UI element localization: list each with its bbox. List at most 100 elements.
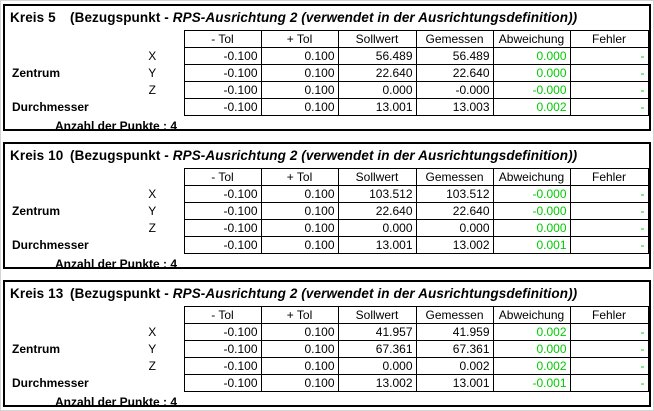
- row-axis-label: Z: [148, 83, 156, 97]
- cell-plus-tol: 0.100: [260, 202, 339, 220]
- cell-error: -: [569, 236, 649, 254]
- cell-minus-tol: -0.100: [183, 340, 262, 358]
- cell-deviation: 0.000: [492, 64, 571, 82]
- col-header-plus-tol: + Tol: [260, 30, 339, 48]
- col-header-measured: Gemessen: [415, 30, 494, 48]
- measurement-table: - Tol + Tol Sollwert Gemessen Abweichung…: [6, 168, 649, 254]
- feature-title: Kreis 13 (Bezugspunkt - RPS-Ausrichtung 2…: [5, 282, 649, 306]
- row-axis-label: X: [148, 325, 157, 339]
- table-row-x: X -0.100 0.100 103.512 103.512 -0.000 -: [6, 185, 649, 203]
- col-header-error: Fehler: [569, 306, 649, 324]
- table-row-x: X -0.100 0.100 41.957 41.959 0.002 -: [6, 323, 649, 341]
- feature-block-kreis-5: Kreis 5 (Bezugspunkt - RPS-Ausrichtung 2 …: [3, 4, 651, 131]
- cell-plus-tol: 0.100: [260, 340, 339, 358]
- feature-subtitle-italic: RPS-Ausrichtung 2 (verwendet in der Ausr…: [172, 10, 578, 25]
- cell-plus-tol: 0.100: [260, 47, 339, 65]
- feature-name: Kreis 10: [10, 148, 64, 163]
- col-header-nominal: Sollwert: [337, 306, 417, 324]
- col-header-minus-tol: - Tol: [183, 168, 262, 186]
- cell-deviation: 0.002: [492, 323, 571, 341]
- table-row-z: Z -0.100 0.100 0.000 0.002 0.002 -: [6, 357, 649, 375]
- cell-minus-tol: -0.100: [183, 236, 262, 254]
- cell-nominal: 22.640: [337, 64, 417, 82]
- feature-block-kreis-13: Kreis 13 (Bezugspunkt - RPS-Ausrichtung 2…: [3, 280, 651, 407]
- col-header-measured: Gemessen: [415, 306, 494, 324]
- cell-deviation: -0.000: [492, 185, 571, 203]
- point-count-value: 4: [170, 257, 178, 269]
- measurement-table: - Tol + Tol Sollwert Gemessen Abweichung…: [6, 30, 649, 116]
- col-header-deviation: Abweichung: [492, 168, 571, 186]
- group-label-diameter: Durchmesser: [12, 376, 89, 390]
- cell-deviation: 0.000: [492, 47, 571, 65]
- feature-subtitle-italic: RPS-Ausrichtung 2 (verwendet in der Ausr…: [172, 286, 578, 301]
- cell-minus-tol: -0.100: [183, 357, 262, 375]
- feature-title: Kreis 10 (Bezugspunkt - RPS-Ausrichtung 2…: [5, 144, 649, 168]
- table-header-row: - Tol + Tol Sollwert Gemessen Abweichung…: [6, 168, 649, 186]
- table-row-diameter: Durchmesser -0.100 0.100 13.001 13.002 0…: [6, 236, 649, 254]
- table-row-x: X -0.100 0.100 56.489 56.489 0.000 -: [6, 47, 649, 65]
- feature-title: Kreis 5 (Bezugspunkt - RPS-Ausrichtung 2 …: [5, 6, 649, 30]
- col-header-minus-tol: - Tol: [183, 306, 262, 324]
- table-row-diameter: Durchmesser -0.100 0.100 13.001 13.003 0…: [6, 98, 649, 116]
- feature-subtitle-plain: (Bezugspunkt -: [70, 10, 173, 25]
- cell-error: -: [569, 323, 649, 341]
- table-row-z: Z -0.100 0.100 0.000 0.000 0.000 -: [6, 219, 649, 237]
- cell-measured: 22.640: [415, 202, 494, 220]
- col-header-nominal: Sollwert: [337, 30, 417, 48]
- cell-deviation: 0.000: [492, 340, 571, 358]
- cell-minus-tol: -0.100: [183, 323, 262, 341]
- cell-deviation: 0.002: [492, 357, 571, 375]
- cell-minus-tol: -0.100: [183, 64, 262, 82]
- cell-plus-tol: 0.100: [260, 323, 339, 341]
- cell-error: -: [569, 81, 649, 99]
- table-row-y: Zentrum Y -0.100 0.100 22.640 22.640 -0.…: [6, 202, 649, 220]
- cell-error: -: [569, 64, 649, 82]
- cell-nominal: 13.002: [337, 374, 417, 392]
- cell-measured: 13.002: [415, 236, 494, 254]
- cell-plus-tol: 0.100: [260, 219, 339, 237]
- group-label-center: Zentrum: [12, 204, 60, 218]
- cell-nominal: 13.001: [337, 98, 417, 116]
- point-count-label: Anzahl der Punkte :: [55, 395, 168, 407]
- cell-nominal: 22.640: [337, 202, 417, 220]
- cell-deviation: -0.000: [492, 81, 571, 99]
- col-header-error: Fehler: [569, 30, 649, 48]
- cell-deviation: 0.000: [492, 219, 571, 237]
- cell-minus-tol: -0.100: [183, 81, 262, 99]
- cell-nominal: 13.001: [337, 236, 417, 254]
- group-label-center: Zentrum: [12, 342, 60, 356]
- cell-nominal: 103.512: [337, 185, 417, 203]
- cell-deviation: -0.000: [492, 202, 571, 220]
- feature-subtitle-plain: (Bezugspunkt -: [70, 148, 173, 163]
- cell-minus-tol: -0.100: [183, 219, 262, 237]
- col-header-plus-tol: + Tol: [260, 168, 339, 186]
- cell-measured: 13.003: [415, 98, 494, 116]
- cell-minus-tol: -0.100: [183, 185, 262, 203]
- col-header-deviation: Abweichung: [492, 30, 571, 48]
- cell-deviation: -0.001: [492, 374, 571, 392]
- measurement-table: - Tol + Tol Sollwert Gemessen Abweichung…: [6, 306, 649, 392]
- cell-nominal: 67.361: [337, 340, 417, 358]
- col-header-minus-tol: - Tol: [183, 30, 262, 48]
- cell-measured: 41.959: [415, 323, 494, 341]
- row-axis-label: Y: [148, 204, 157, 218]
- table-header-row: - Tol + Tol Sollwert Gemessen Abweichung…: [6, 30, 649, 48]
- cell-measured: 22.640: [415, 64, 494, 82]
- cell-minus-tol: -0.100: [183, 202, 262, 220]
- cell-minus-tol: -0.100: [183, 47, 262, 65]
- cell-error: -: [569, 340, 649, 358]
- cell-measured: 13.001: [415, 374, 494, 392]
- cell-minus-tol: -0.100: [183, 98, 262, 116]
- row-axis-label: Z: [148, 221, 156, 235]
- cell-plus-tol: 0.100: [260, 81, 339, 99]
- col-header-plus-tol: + Tol: [260, 306, 339, 324]
- cell-nominal: 41.957: [337, 323, 417, 341]
- cell-plus-tol: 0.100: [260, 236, 339, 254]
- cell-nominal: 0.000: [337, 357, 417, 375]
- row-axis-label: X: [148, 187, 157, 201]
- point-count: Anzahl der Punkte : 4: [5, 392, 649, 407]
- cell-deviation: 0.002: [492, 98, 571, 116]
- feature-name: Kreis 13: [10, 286, 64, 301]
- cell-nominal: 0.000: [337, 219, 417, 237]
- point-count: Anzahl der Punkte : 4: [5, 116, 649, 129]
